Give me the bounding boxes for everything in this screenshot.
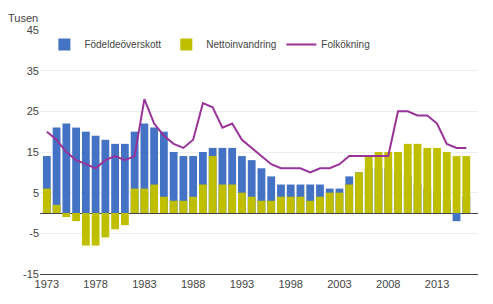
svg-text:1988: 1988: [181, 278, 205, 290]
svg-text:1993: 1993: [230, 278, 254, 290]
svg-text:1973: 1973: [35, 278, 59, 290]
svg-text:2008: 2008: [376, 278, 400, 290]
svg-text:45: 45: [27, 24, 39, 36]
svg-text:1983: 1983: [132, 278, 156, 290]
svg-text:2003: 2003: [327, 278, 351, 290]
svg-text:-5: -5: [29, 227, 39, 239]
svg-text:2013: 2013: [425, 278, 449, 290]
svg-text:Folkökning: Folkökning: [321, 39, 369, 50]
svg-text:35: 35: [27, 65, 39, 77]
svg-text:Födeldeöverskott: Födeldeöverskott: [84, 39, 161, 50]
svg-text:Tusen: Tusen: [8, 12, 38, 24]
svg-text:-15: -15: [23, 268, 39, 280]
svg-text:Nettoinvandring: Nettoinvandring: [206, 39, 276, 50]
svg-text:1998: 1998: [278, 278, 302, 290]
svg-text:15: 15: [27, 146, 39, 158]
svg-text:1978: 1978: [83, 278, 107, 290]
svg-text:25: 25: [27, 105, 39, 117]
svg-text:5: 5: [33, 187, 39, 199]
